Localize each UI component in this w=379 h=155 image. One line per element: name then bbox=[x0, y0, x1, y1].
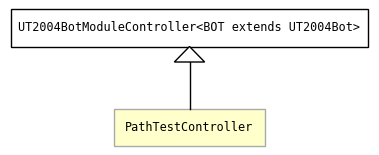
Bar bbox=[114, 108, 265, 146]
Text: UT2004BotModuleController<BOT extends UT2004Bot>: UT2004BotModuleController<BOT extends UT… bbox=[19, 21, 360, 34]
Polygon shape bbox=[174, 46, 205, 62]
Text: PathTestController: PathTestController bbox=[125, 121, 254, 134]
Bar bbox=[11, 9, 368, 46]
